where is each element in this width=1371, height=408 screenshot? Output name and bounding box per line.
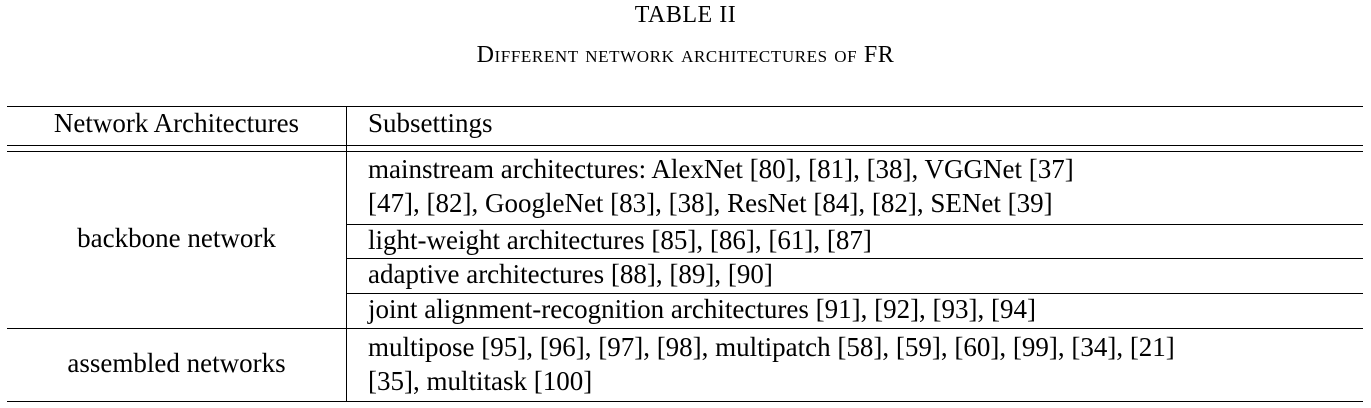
table-cell: [35], multitask [100]	[368, 366, 593, 396]
row-divider	[347, 258, 1363, 259]
table-cell: [47], [82], GoogleNet [83], [38], ResNet…	[368, 188, 1053, 218]
header-network-architectures: Network Architectures	[53, 108, 300, 138]
table-label: TABLE II	[634, 2, 737, 28]
group-name-backbone: backbone network	[77, 223, 276, 253]
group-name-assembled: assembled networks	[67, 348, 286, 378]
header-subsettings: Subsettings	[368, 108, 493, 138]
header-double-rule-1	[7, 145, 1363, 146]
table-cell: light-weight architectures [85], [86], […	[368, 225, 872, 255]
row-divider	[347, 224, 1363, 225]
table-cell: joint alignment-recognition architecture…	[368, 294, 1037, 324]
bottom-rule	[7, 401, 1363, 402]
top-rule	[7, 106, 1363, 107]
table-cell: multipose [95], [96], [97], [98], multip…	[368, 332, 1175, 362]
table-cell: adaptive architectures [88], [89], [90]	[368, 259, 773, 289]
table-title: Different network architectures of FR	[476, 42, 895, 68]
column-divider	[346, 106, 347, 402]
group-divider	[7, 328, 1363, 329]
row-divider	[347, 293, 1363, 294]
header-double-rule-2	[7, 151, 1363, 152]
table-cell: mainstream architectures: AlexNet [80], …	[368, 154, 1074, 184]
